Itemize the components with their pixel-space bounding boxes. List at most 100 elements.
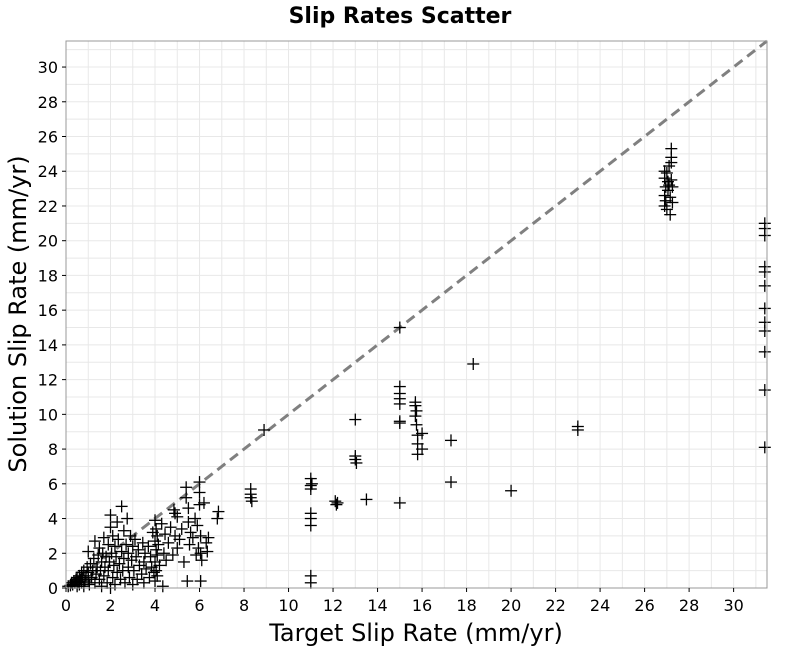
data-point [189,512,202,525]
data-point [102,564,115,577]
data-point [149,575,162,588]
data-point [758,302,771,315]
data-point [88,535,101,548]
data-point [181,575,194,588]
data-point [166,549,179,562]
data-point [160,554,173,567]
data-point [153,559,166,572]
data-point [110,550,123,563]
data-point [416,443,429,456]
data-point [171,542,184,555]
y-tick-label: 30 [38,58,58,77]
data-point [177,555,190,568]
data-point [658,189,671,202]
data-point [132,543,145,556]
x-tick-label: 16 [412,596,432,615]
data-point [758,324,771,337]
x-tick-label: 24 [590,596,610,615]
data-point [127,564,140,577]
data-point [194,575,207,588]
data-point [115,545,128,558]
data-point [150,543,163,556]
y-tick-label: 4 [48,510,58,529]
y-tick-label: 20 [38,232,58,251]
data-point [130,550,143,563]
data-point [665,156,678,169]
data-point [111,516,124,529]
data-point [112,533,125,546]
data-point [82,545,95,558]
y-tick-label: 22 [38,197,58,216]
data-point [115,500,128,513]
data-point [182,516,195,529]
y-tick-label: 16 [38,301,58,320]
data-point [331,496,344,509]
x-tick-label: 20 [501,596,521,615]
x-tick-label: 2 [105,596,115,615]
data-point [758,279,771,292]
data-point [184,526,197,539]
x-tick-label: 12 [323,596,343,615]
data-point [416,427,429,440]
data-point [360,493,373,506]
data-point [664,208,677,221]
x-tick-label: 18 [456,596,476,615]
data-point [173,533,186,546]
data-point [137,576,150,589]
data-point [193,476,206,489]
data-point [104,521,117,534]
data-point [97,531,110,544]
x-tick-label: 30 [723,596,743,615]
data-point [393,496,406,509]
plot-area [65,40,768,589]
x-tick-label: 10 [278,596,298,615]
data-point [304,576,317,589]
data-point [183,538,196,551]
data-point [104,509,117,522]
data-point [660,203,673,216]
data-point [758,441,771,454]
data-point [349,453,362,466]
data-point [393,321,406,334]
data-point [116,564,129,577]
data-point [162,536,175,549]
data-point [467,357,480,370]
y-tick-label: 28 [38,93,58,112]
data-point [410,418,423,431]
data-point [192,542,205,555]
data-point [152,538,165,551]
data-point [149,535,162,548]
data-point [186,531,199,544]
data-point [194,547,207,560]
data-point [128,533,141,546]
y-tick-label: 2 [48,544,58,563]
data-point [666,180,679,193]
data-point [169,507,182,520]
x-tick-label: 14 [367,596,387,615]
data-point [182,502,195,515]
y-tick-label: 26 [38,128,58,147]
x-tick-label: 28 [679,596,699,615]
data-point [201,545,214,558]
data-point [164,521,177,534]
y-tick-label: 10 [38,405,58,424]
y-tick-label: 0 [48,579,58,598]
data-point [758,229,771,242]
x-axis-ticks: 0 2 4 6 8 10 12 14 16 18 20 22 24 26 28 30 [61,588,744,615]
data-point [142,540,155,553]
data-point [305,477,318,490]
y-tick-label: 12 [38,371,58,390]
grid [66,41,767,588]
data-point [211,512,224,525]
data-point [159,528,172,541]
data-point [758,384,771,397]
x-tick-label: 6 [194,596,204,615]
data-point [151,529,164,542]
y-axis-label: Solution Slip Rate (mm/yr) [4,155,32,472]
x-tick-label: 8 [239,596,249,615]
data-point [410,404,423,417]
data-point [571,423,584,436]
data-point [151,549,164,562]
data-point [444,476,457,489]
